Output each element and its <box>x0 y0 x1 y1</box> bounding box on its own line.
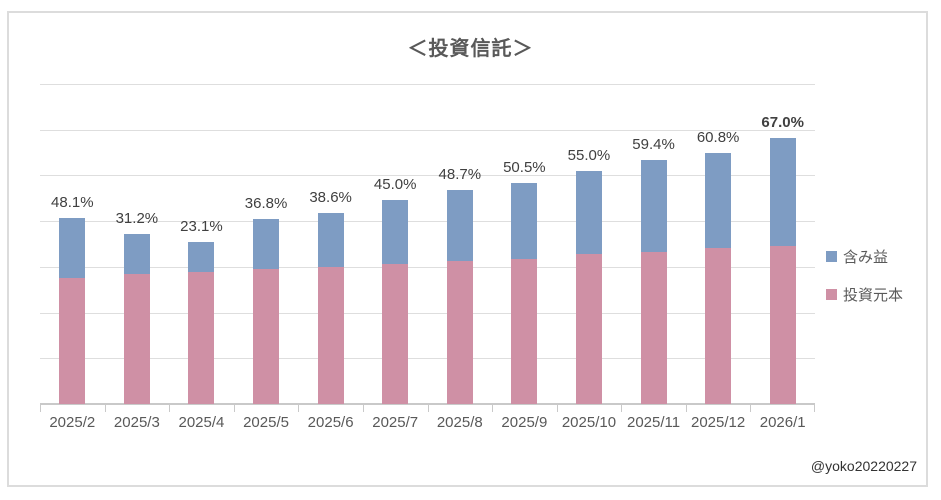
x-axis-tick <box>40 404 41 412</box>
x-axis-category-label: 2026/1 <box>759 414 806 431</box>
bar-slot-2025/9: 50.5% <box>492 84 557 404</box>
bar-segment-principal[interactable] <box>123 274 150 404</box>
bar-segment-principal[interactable] <box>511 259 538 404</box>
bar-segment-principal[interactable] <box>317 267 344 404</box>
y-gridline <box>40 312 815 314</box>
x-axis-tick <box>557 404 558 412</box>
x-axis-category-label: 2025/10 <box>561 414 617 431</box>
data-label: 36.8% <box>244 195 288 212</box>
bar-slot-2025/10: 55.0% <box>557 84 622 404</box>
x-axis-tick <box>105 404 106 412</box>
y-gridline <box>40 84 815 85</box>
bar-slot-2025/11: 59.4% <box>621 84 686 404</box>
x-axis-category-label: 2025/7 <box>372 414 419 431</box>
x-axis-category-label: 2025/6 <box>307 414 354 431</box>
bar-segment-gain[interactable] <box>382 200 409 264</box>
bar-slot-2025/6: 38.6% <box>298 84 363 404</box>
data-label: 48.1% <box>51 194 94 211</box>
x-axis-category-label: 2025/9 <box>501 414 548 431</box>
bar-slot-2025/8: 48.7% <box>428 84 493 404</box>
legend-label: 含み益 <box>843 249 889 266</box>
bar-segment-gain[interactable] <box>705 153 732 248</box>
legend-item[interactable]: 投資元本 <box>826 284 903 305</box>
bar-segment-principal[interactable] <box>446 261 473 404</box>
x-axis-category-label: 2025/5 <box>243 414 289 431</box>
data-label: 59.4% <box>632 136 675 153</box>
bar-segment-principal[interactable] <box>640 252 667 404</box>
bar-slot-2025/4: 23.1% <box>169 84 234 404</box>
y-gridline <box>40 175 815 177</box>
x-axis-category-label: 2025/8 <box>436 414 483 431</box>
bar-slot-2025/5: 36.8% <box>234 84 299 404</box>
footer-credit: @yoko20220227 <box>810 458 917 474</box>
data-label: 23.1% <box>180 218 223 235</box>
bar-segment-gain[interactable] <box>188 242 215 272</box>
x-axis-line <box>40 403 815 405</box>
bar-segment-gain[interactable] <box>446 190 473 261</box>
bar-segment-principal[interactable] <box>769 246 796 404</box>
x-axis-tick <box>234 404 235 412</box>
bar-segment-principal[interactable] <box>188 272 215 404</box>
bar-segment-gain[interactable] <box>769 138 796 246</box>
bar-segment-principal[interactable] <box>382 264 409 404</box>
bar-segment-principal[interactable] <box>575 254 602 404</box>
bar-segment-gain[interactable] <box>511 183 538 259</box>
x-axis-tick <box>621 404 622 412</box>
bar-segment-principal[interactable] <box>705 248 732 404</box>
legend-swatch-icon <box>826 251 837 262</box>
y-gridline <box>40 358 815 360</box>
x-axis-tick <box>363 404 364 412</box>
plot-area: 2025/2 48.1% 2025/3 31.2% 2025/4 23.1% 2025/5 3… <box>40 84 815 431</box>
chart-title: ＜投資信託＞ <box>407 38 534 60</box>
legend-swatch-icon <box>826 289 837 300</box>
x-axis-tick <box>169 404 170 412</box>
x-axis-category-label: 2025/11 <box>626 414 681 431</box>
x-axis-tick <box>492 404 493 412</box>
bar-segment-gain[interactable] <box>640 160 667 252</box>
legend-item[interactable]: 含み益 <box>826 246 903 267</box>
x-axis-category-label: 2025/4 <box>178 414 225 431</box>
data-label: 67.0% <box>761 114 804 131</box>
x-axis-category-label: 2025/3 <box>113 414 160 431</box>
bar-segment-gain[interactable] <box>253 219 280 269</box>
data-label: 50.5% <box>503 159 546 176</box>
bar-segment-gain[interactable] <box>575 171 602 254</box>
data-label: 38.6% <box>309 189 352 206</box>
bar-slot-2025/12: 60.8% <box>686 84 751 404</box>
x-axis-tick <box>814 404 815 412</box>
bar-segment-gain[interactable] <box>317 213 344 267</box>
x-axis-category-label: 2025/2 <box>49 414 96 431</box>
bar-segment-gain[interactable] <box>123 234 150 274</box>
data-label: 55.0% <box>567 147 611 164</box>
x-axis-tick <box>750 404 751 412</box>
data-label: 48.7% <box>438 166 482 183</box>
y-gridline <box>40 266 815 268</box>
bar-slot-2025/2: 48.1% <box>40 84 105 404</box>
bar-slot-2025/7: 45.0% <box>363 84 428 404</box>
bar-segment-principal[interactable] <box>253 269 280 404</box>
bar-slot-2025/3: 31.2% <box>105 84 170 404</box>
y-gridline <box>40 129 815 131</box>
data-label: 45.0% <box>373 176 417 193</box>
data-label: 31.2% <box>115 210 159 227</box>
x-axis-category-label: 2025/12 <box>691 414 746 431</box>
bar-segment-gain[interactable] <box>59 218 86 278</box>
legend-label: 投資元本 <box>843 287 904 304</box>
chart-legend: 含み益 投資元本 <box>826 246 903 322</box>
x-axis-tick <box>428 404 429 412</box>
bar-segment-principal[interactable] <box>59 278 86 404</box>
bar-slot-2026/1: 67.0% <box>750 84 815 404</box>
x-axis-tick <box>298 404 299 412</box>
data-label: 60.8% <box>696 129 740 146</box>
x-axis-tick <box>686 404 687 412</box>
y-gridline <box>40 221 815 223</box>
